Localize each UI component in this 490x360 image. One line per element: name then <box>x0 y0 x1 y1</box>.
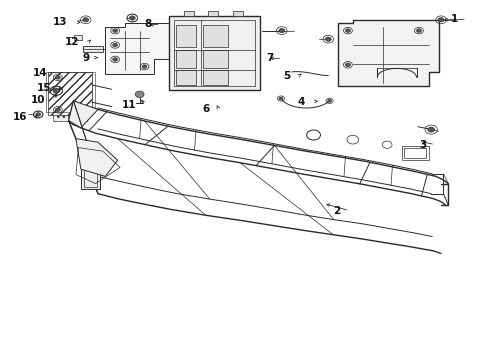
Circle shape <box>129 16 135 20</box>
Bar <box>46 72 95 112</box>
Circle shape <box>279 97 283 100</box>
Bar <box>203 50 228 68</box>
Bar <box>84 167 97 187</box>
Circle shape <box>53 88 60 93</box>
Bar <box>74 35 82 40</box>
Bar <box>203 70 228 85</box>
Circle shape <box>55 108 60 112</box>
Text: 14: 14 <box>33 68 48 78</box>
Circle shape <box>83 18 89 22</box>
Circle shape <box>328 99 332 102</box>
Polygon shape <box>69 101 98 128</box>
Circle shape <box>416 29 421 32</box>
Bar <box>208 11 218 16</box>
Circle shape <box>55 76 60 79</box>
Text: 2: 2 <box>333 206 341 216</box>
Text: 7: 7 <box>266 53 273 63</box>
Text: 1: 1 <box>451 14 458 24</box>
Circle shape <box>36 113 41 116</box>
Bar <box>83 46 103 52</box>
Circle shape <box>428 127 435 132</box>
Bar <box>176 50 196 68</box>
Text: 8: 8 <box>145 19 152 29</box>
Text: 3: 3 <box>419 140 426 150</box>
Text: 9: 9 <box>82 53 89 63</box>
Circle shape <box>113 58 118 61</box>
Bar <box>184 11 194 16</box>
Circle shape <box>135 91 144 98</box>
Text: 6: 6 <box>202 104 210 114</box>
Polygon shape <box>76 139 118 176</box>
Text: 4: 4 <box>297 96 305 107</box>
Bar <box>203 25 228 47</box>
Text: 13: 13 <box>52 17 67 27</box>
Circle shape <box>345 63 350 67</box>
Text: 15: 15 <box>37 83 51 93</box>
Circle shape <box>113 29 118 32</box>
Bar <box>176 25 196 47</box>
Polygon shape <box>105 23 169 74</box>
Text: 10: 10 <box>30 95 45 105</box>
Polygon shape <box>338 20 439 86</box>
Bar <box>404 148 426 158</box>
Text: 11: 11 <box>122 100 136 110</box>
Text: 12: 12 <box>65 37 79 47</box>
Circle shape <box>142 65 147 68</box>
Bar <box>174 20 255 86</box>
Bar <box>233 11 243 16</box>
Bar <box>53 115 87 121</box>
Bar <box>48 72 92 115</box>
Bar <box>176 70 196 85</box>
Circle shape <box>438 18 444 22</box>
Bar <box>169 16 260 90</box>
Circle shape <box>325 37 331 41</box>
Text: 16: 16 <box>12 112 27 122</box>
Circle shape <box>113 43 118 47</box>
Bar <box>81 166 100 189</box>
Circle shape <box>279 28 285 33</box>
Circle shape <box>345 29 350 32</box>
Text: 5: 5 <box>283 71 290 81</box>
Bar <box>402 146 429 160</box>
